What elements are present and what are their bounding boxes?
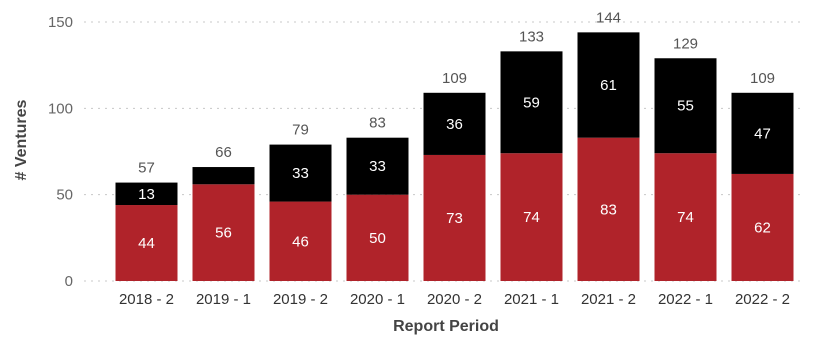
bar-segment-label: 59 bbox=[523, 94, 540, 111]
bar-segment bbox=[423, 154, 486, 281]
bar-segment bbox=[731, 92, 794, 174]
bar-segment bbox=[577, 32, 640, 138]
bar-segment-label: 44 bbox=[138, 235, 155, 252]
bar-total-label: 109 bbox=[750, 70, 775, 87]
bar-total-label: 66 bbox=[215, 144, 232, 161]
bar-segment bbox=[346, 137, 409, 195]
bar-segment bbox=[192, 167, 255, 185]
x-tick-label: 2020 - 2 bbox=[427, 291, 482, 308]
bar-segment-label: 56 bbox=[215, 225, 232, 242]
bar-total-label: 133 bbox=[519, 28, 544, 45]
bar-segment bbox=[577, 137, 640, 281]
x-axis-ticks: 2018 - 2 2019 - 1 2019 - 2 2020 - 1 2020 - 2… bbox=[119, 291, 790, 308]
bar-segment bbox=[500, 51, 563, 154]
bar-segment bbox=[115, 182, 178, 206]
y-tick-label: 150 bbox=[48, 14, 73, 31]
bar-segment-label: 74 bbox=[677, 209, 694, 226]
bar-segment-label: 36 bbox=[446, 116, 463, 133]
bar-segment bbox=[115, 205, 178, 281]
bar-segment bbox=[731, 173, 794, 281]
bar-segment bbox=[346, 194, 409, 281]
bar-total-label: 83 bbox=[369, 115, 386, 132]
y-axis-title: # Ventures bbox=[13, 99, 30, 180]
bar-segment-label: 61 bbox=[600, 77, 617, 94]
bar-segment-label: 83 bbox=[600, 201, 617, 218]
y-tick-label: 50 bbox=[56, 187, 73, 204]
y-axis-ticks: 0 50 100 150 bbox=[48, 14, 73, 290]
bar-segment-label: 55 bbox=[677, 98, 694, 115]
bar-segment-label: 47 bbox=[754, 125, 771, 142]
bars bbox=[115, 32, 794, 281]
bar-segment bbox=[423, 92, 486, 155]
x-tick-label: 2021 - 1 bbox=[504, 291, 559, 308]
bar-total-label: 109 bbox=[442, 70, 467, 87]
bar-segment-label: 74 bbox=[523, 209, 540, 226]
x-tick-label: 2019 - 1 bbox=[196, 291, 251, 308]
bar-segment-label: 50 bbox=[369, 230, 386, 247]
bar-segment bbox=[192, 184, 255, 281]
bar-total-label: 144 bbox=[596, 9, 621, 26]
bar-segment-label: 33 bbox=[292, 165, 309, 182]
x-tick-label: 2021 - 2 bbox=[581, 291, 636, 308]
bar-segment bbox=[654, 153, 717, 281]
bar-segment-label: 13 bbox=[138, 186, 155, 203]
x-tick-label: 2018 - 2 bbox=[119, 291, 174, 308]
bar-segment bbox=[500, 153, 563, 281]
data-labels: 44 13 57 56 66 46 33 79 50 33 83 73 36 109 74 59 133 83 61… bbox=[138, 9, 775, 252]
bar-segment bbox=[269, 144, 332, 202]
x-tick-label: 2019 - 2 bbox=[273, 291, 328, 308]
bar-segment-label: 33 bbox=[369, 158, 386, 175]
bar-segment-label: 46 bbox=[292, 233, 309, 250]
x-tick-label: 2022 - 1 bbox=[658, 291, 713, 308]
bar-total-label: 57 bbox=[138, 160, 155, 177]
bar-segment-label: 73 bbox=[446, 210, 463, 227]
y-tick-label: 0 bbox=[65, 273, 73, 290]
x-axis-title: Report Period bbox=[393, 318, 499, 335]
bar-segment bbox=[269, 201, 332, 281]
bar-segment-label: 62 bbox=[754, 219, 771, 236]
x-tick-label: 2020 - 1 bbox=[350, 291, 405, 308]
bar-total-label: 129 bbox=[673, 35, 698, 52]
bar-segment bbox=[654, 58, 717, 154]
x-tick-label: 2022 - 2 bbox=[735, 291, 790, 308]
y-tick-label: 100 bbox=[48, 100, 73, 117]
bar-total-label: 79 bbox=[292, 122, 309, 139]
